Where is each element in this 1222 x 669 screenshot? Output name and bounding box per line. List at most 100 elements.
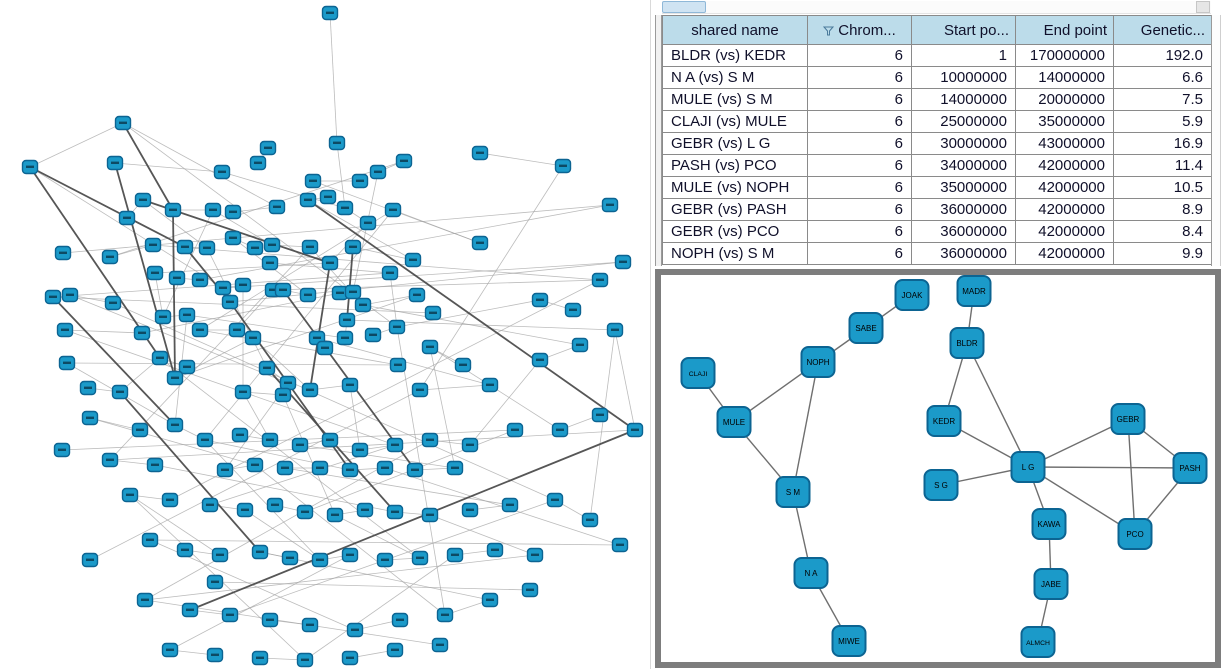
node-91[interactable] [481, 377, 499, 393]
node-26[interactable] [601, 197, 619, 213]
node-8[interactable] [304, 173, 322, 189]
node-joak[interactable]: JOAK [894, 279, 930, 311]
node-noph[interactable]: NOPH [800, 346, 836, 378]
node-160[interactable] [161, 642, 179, 658]
node-158[interactable] [521, 582, 539, 598]
node-65[interactable] [191, 322, 209, 338]
node-67[interactable] [133, 325, 151, 341]
node-82[interactable] [389, 357, 407, 373]
column-header-1[interactable]: Chrom... [807, 15, 912, 45]
node-133[interactable] [501, 497, 519, 513]
node-57[interactable] [104, 295, 122, 311]
node-104[interactable] [291, 437, 309, 453]
node-4[interactable] [106, 155, 124, 171]
node-102[interactable] [231, 427, 249, 443]
node-pash[interactable]: PASH [1172, 452, 1208, 484]
node-29[interactable] [144, 237, 162, 253]
node-137[interactable] [141, 532, 159, 548]
node-27[interactable] [54, 245, 72, 261]
node-117[interactable] [311, 460, 329, 476]
node-l-g[interactable]: L G [1010, 451, 1046, 483]
node-106[interactable] [351, 442, 369, 458]
node-10[interactable] [369, 164, 387, 180]
node-98[interactable] [81, 410, 99, 426]
edge-attribute-table[interactable]: shared name Chrom... Start po... End point G… [662, 15, 1212, 265]
node-56[interactable] [61, 287, 79, 303]
table-row[interactable]: GEBR (vs) L G 6 30000000 43000000 16.9 [662, 132, 1212, 155]
node-166[interactable] [431, 637, 449, 653]
node-153[interactable] [301, 617, 319, 633]
node-3[interactable] [21, 159, 39, 175]
node-jabe[interactable]: JABE [1033, 568, 1069, 600]
table-row[interactable]: NOPH (vs) S M 6 36000000 42000000 9.9 [662, 242, 1212, 265]
node-93[interactable] [571, 337, 589, 353]
node-gebr[interactable]: GEBR [1110, 403, 1146, 435]
node-s-m[interactable]: S M [775, 476, 811, 508]
node-40[interactable] [321, 255, 339, 271]
node-118[interactable] [341, 462, 359, 478]
node-90[interactable] [411, 382, 429, 398]
node-41[interactable] [146, 265, 164, 281]
node-89[interactable] [341, 377, 359, 393]
node-121[interactable] [446, 460, 464, 476]
node-152[interactable] [261, 612, 279, 628]
node-151[interactable] [221, 607, 239, 623]
node-34[interactable] [263, 237, 281, 253]
overview-network-panel[interactable] [0, 0, 655, 669]
node-81[interactable] [454, 357, 472, 373]
node-100[interactable] [166, 417, 184, 433]
node-64[interactable] [228, 322, 246, 338]
node-22[interactable] [336, 200, 354, 216]
node-103[interactable] [261, 432, 279, 448]
node-17[interactable] [204, 202, 222, 218]
node-139[interactable] [211, 547, 229, 563]
node-146[interactable] [446, 547, 464, 563]
node-13[interactable] [554, 158, 572, 174]
node-155[interactable] [391, 612, 409, 628]
node-68[interactable] [151, 350, 169, 366]
h-scrollbar-thumb[interactable] [662, 1, 706, 13]
node-66[interactable] [56, 322, 74, 338]
column-header-3[interactable]: End point [1015, 15, 1114, 45]
node-130[interactable] [386, 504, 404, 520]
node-85[interactable] [111, 384, 129, 400]
node-154[interactable] [346, 622, 364, 638]
node-s-g[interactable]: S G [923, 469, 959, 501]
node-88[interactable] [301, 382, 319, 398]
column-header-2[interactable]: Start po... [911, 15, 1016, 45]
node-23[interactable] [359, 215, 377, 231]
node-142[interactable] [311, 552, 329, 568]
node-71[interactable] [244, 330, 262, 346]
node-7[interactable] [259, 140, 277, 156]
node-59[interactable] [178, 307, 196, 323]
node-1[interactable] [328, 135, 346, 151]
node-84[interactable] [79, 380, 97, 396]
node-150[interactable] [181, 602, 199, 618]
node-116[interactable] [276, 460, 294, 476]
node-112[interactable] [101, 452, 119, 468]
node-111[interactable] [53, 442, 71, 458]
node-48[interactable] [274, 282, 292, 298]
node-24[interactable] [384, 202, 402, 218]
node-132[interactable] [461, 502, 479, 518]
node-134[interactable] [546, 492, 564, 508]
node-122[interactable] [121, 487, 139, 503]
node-165[interactable] [386, 642, 404, 658]
node-sabe[interactable]: SABE [848, 312, 884, 344]
node-21[interactable] [319, 189, 337, 205]
node-14[interactable] [134, 192, 152, 208]
node-20[interactable] [299, 192, 317, 208]
table-row[interactable]: GEBR (vs) PASH 6 36000000 42000000 8.9 [662, 198, 1212, 221]
node-kawa[interactable]: KAWA [1031, 508, 1067, 540]
node-73[interactable] [279, 375, 297, 391]
node-78[interactable] [364, 327, 382, 343]
node-147[interactable] [486, 542, 504, 558]
node-127[interactable] [296, 504, 314, 520]
node-11[interactable] [395, 153, 413, 169]
node-96[interactable] [591, 407, 609, 423]
node-120[interactable] [406, 462, 424, 478]
node-12[interactable] [471, 145, 489, 161]
node-49[interactable] [299, 287, 317, 303]
detail-network-view[interactable]: JOAK SABE NOPH CLAJI MULE S M N A MIWE MADR BLDR K… [661, 275, 1215, 662]
node-108[interactable] [421, 432, 439, 448]
